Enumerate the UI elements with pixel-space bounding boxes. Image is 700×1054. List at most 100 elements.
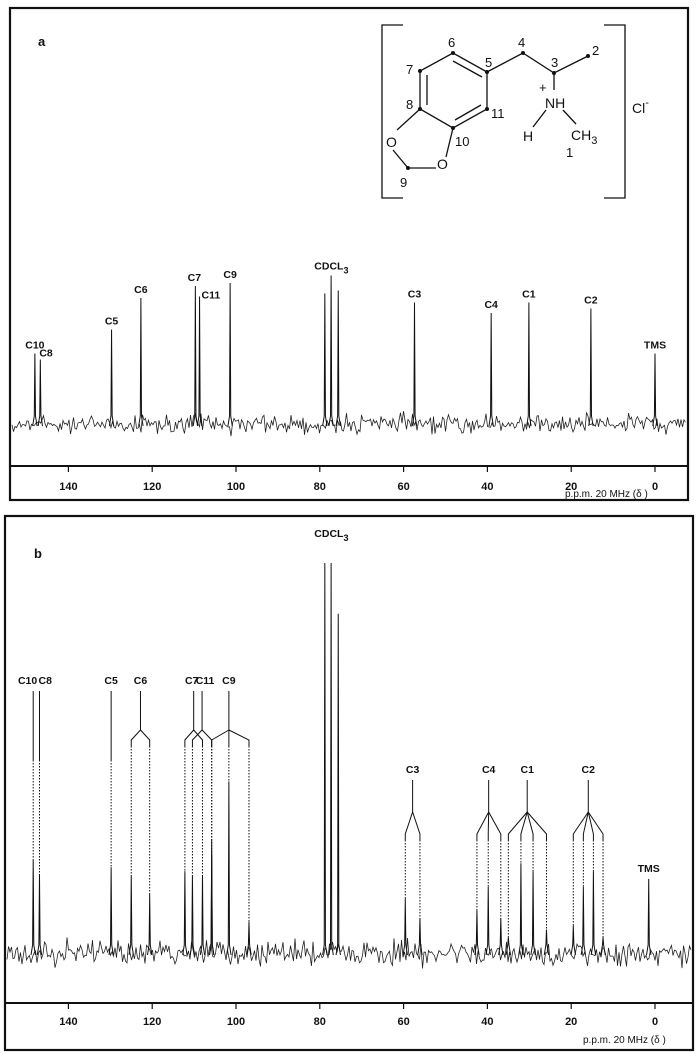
peak-c4	[485, 886, 491, 956]
peak-group-c9: C9	[223, 269, 237, 427]
peak-c4	[488, 312, 494, 427]
multiplet-branch	[201, 729, 213, 746]
peak-c9	[226, 781, 232, 956]
multiplet-branch	[412, 811, 421, 840]
x-tick-label: 0	[652, 481, 658, 493]
peak-label-cdcl: CDCL3	[314, 528, 348, 543]
amine-hydrogen: H	[523, 128, 533, 144]
peak-group-c2: C2	[570, 764, 606, 956]
peak-label-c3: C3	[408, 289, 422, 301]
x-tick-label: 120	[143, 1016, 161, 1028]
x-tick-label: 100	[227, 481, 245, 493]
multiplet-branch	[587, 811, 604, 840]
peak-c8	[37, 359, 44, 427]
peak-label-c10: C10	[18, 675, 37, 687]
peak-c1	[543, 929, 550, 956]
oxygen-right: O	[437, 156, 448, 172]
peak-c11	[189, 874, 196, 956]
peak-label-c4: C4	[482, 764, 496, 776]
x-tick-label: 20	[565, 481, 577, 493]
peak-c2	[600, 937, 606, 956]
peak-group-c7: C7	[182, 675, 206, 956]
amine-charge: +	[539, 80, 547, 95]
peak-c1	[530, 871, 536, 956]
x-tick-label: 140	[59, 481, 77, 493]
multiplet-branch	[526, 811, 534, 840]
multiplet-branch	[488, 811, 502, 840]
peak-c9	[227, 282, 233, 427]
peak-label-c6: C6	[134, 284, 148, 296]
amine-nh: NH	[545, 95, 565, 111]
x-tick-label: 40	[481, 1016, 493, 1028]
multiplet-branch	[193, 729, 203, 746]
side-chain	[486, 52, 589, 128]
multiplet-branch	[526, 811, 547, 840]
peak-c7	[192, 285, 199, 427]
peak-c9	[209, 855, 215, 956]
x-tick-label: 60	[397, 1016, 409, 1028]
peak-group-cdcl: CDCL3	[314, 261, 348, 427]
panel-b-frame	[3, 514, 695, 1052]
peak-label-c8: C8	[38, 675, 52, 687]
peak-c7	[199, 874, 206, 956]
peak-cdcl	[322, 293, 328, 427]
atom-number-1: 1	[566, 145, 573, 160]
peak-group-c7: C7	[188, 272, 201, 427]
peak-c1	[526, 302, 532, 427]
x-tick-label: 80	[314, 481, 326, 493]
spectrum-baseline-noise	[11, 411, 686, 437]
peak-label-c4: C4	[484, 299, 498, 311]
peak-label-c1: C1	[520, 764, 534, 776]
peak-tms	[646, 878, 652, 956]
peak-group-c4: C4	[484, 299, 498, 427]
methyl-group: CH3	[571, 127, 597, 147]
spectrum-baseline-noise	[6, 937, 692, 969]
x-tick-label: 0	[652, 1016, 658, 1028]
peak-cdcl	[335, 613, 341, 956]
atom-number-9: 9	[400, 175, 407, 190]
peak-group-c5: C5	[104, 675, 118, 956]
peak-label-c10: C10	[25, 340, 44, 352]
peak-c2	[588, 308, 594, 427]
atom-number-5: 5	[485, 55, 492, 70]
atom-number-2: 2	[592, 43, 599, 58]
peak-label-c2: C2	[584, 295, 598, 307]
left-bracket	[381, 24, 403, 199]
peak-group-c3: C3	[408, 289, 422, 427]
multiplet-branch	[191, 729, 203, 746]
panel-a-frame	[8, 6, 690, 502]
counterion: Cl-	[632, 97, 649, 116]
peak-c6	[138, 297, 144, 427]
atom-number-6: 6	[448, 35, 455, 50]
peak-group-c11: C11	[196, 290, 221, 427]
peak-c5	[108, 867, 114, 956]
peak-group-c5: C5	[105, 316, 118, 427]
peak-group-c8: C8	[37, 348, 53, 427]
panel-b-xlabel: p.p.m. 20 MHz (δ )	[583, 1035, 666, 1046]
atom-number-4: 4	[518, 35, 525, 50]
peak-group-c6: C6	[128, 675, 153, 956]
atom-number-11: 11	[491, 106, 505, 121]
peak-cdcl	[328, 275, 334, 427]
atom-dots	[406, 51, 590, 170]
panel-a-label: a	[38, 34, 46, 49]
peak-group-c2: C2	[584, 295, 598, 427]
peak-c10	[32, 353, 38, 427]
multiplet-branch	[184, 729, 195, 746]
panel-b-label: b	[34, 546, 42, 561]
peak-group-c1: C1	[522, 289, 536, 427]
peak-label-c9: C9	[222, 675, 236, 687]
peak-c2	[590, 871, 597, 956]
spectra: 140 120 100 80 60 40 20 0C10C8C5C6C7C11C9CDCL3C…	[6, 261, 692, 1028]
x-tick-label: 100	[227, 1016, 245, 1028]
peak-group-c9: C9	[209, 675, 252, 956]
peak-label-c7: C7	[185, 675, 199, 687]
x-tick-label: 120	[143, 481, 161, 493]
peak-group-c10: C10	[25, 340, 45, 427]
peak-label-c11: C11	[202, 290, 221, 302]
peak-c4	[498, 917, 504, 956]
peak-cdcl	[328, 562, 334, 956]
multiplet-branch	[572, 811, 589, 840]
